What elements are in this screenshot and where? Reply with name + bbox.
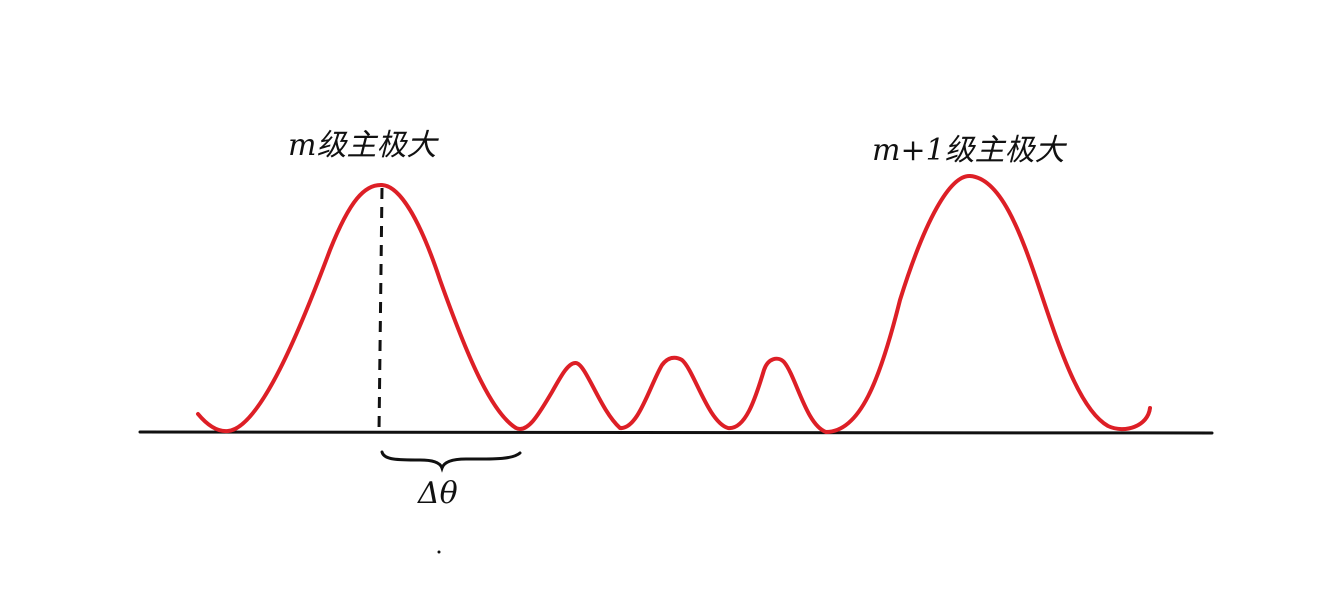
peak-m1-label: m+1级主极大 [872, 133, 1068, 168]
intensity-curve [196, 173, 1152, 434]
peak-m-label: m级主极大 [288, 128, 439, 163]
peak-m-dashed-line [377, 187, 384, 433]
angular-width-brace [380, 450, 522, 473]
angular-width-label: Δθ [417, 476, 458, 511]
stray-dot [437, 550, 441, 554]
baseline-axis [138, 430, 1214, 435]
